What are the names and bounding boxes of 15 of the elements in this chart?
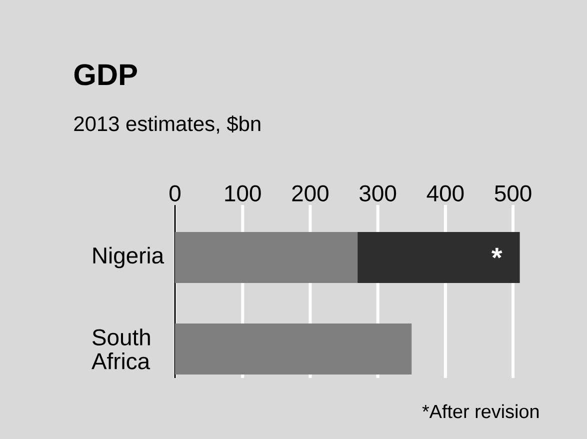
- chart-subtitle: 2013 estimates, $bn: [74, 116, 260, 134]
- x-tick-label: 400: [426, 185, 464, 202]
- y-tick-label: Nigeria: [93, 246, 164, 268]
- annotation: *: [492, 248, 502, 258]
- x-tick-label: 0: [170, 185, 180, 202]
- text: *After revision: [422, 404, 539, 418]
- x-tick-label: 300: [360, 185, 396, 202]
- x-tick-label: 100: [225, 185, 261, 202]
- bar: [175, 232, 358, 284]
- x-tick-label: 500: [494, 185, 532, 202]
- x-tick-label: 200: [292, 185, 328, 202]
- bar: [175, 324, 412, 374]
- chart-title: GDP: [74, 64, 137, 86]
- bar: [358, 232, 520, 284]
- y-tick-label: South Africa: [92, 328, 150, 370]
